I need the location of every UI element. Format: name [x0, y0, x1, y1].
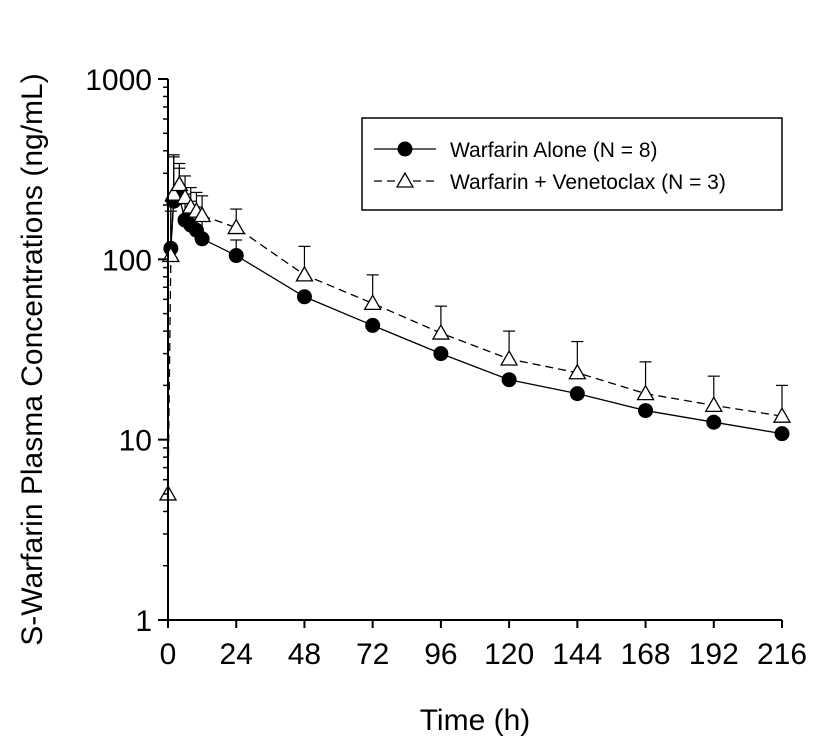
data-point	[499, 349, 519, 366]
data-point	[433, 346, 449, 362]
y-axis-title: S-Warfarin Plasma Concentrations (ng/mL)	[16, 73, 49, 645]
legend-box	[361, 117, 783, 211]
data-point	[363, 294, 382, 311]
x-tick-label: 216	[757, 638, 807, 671]
x-tick-label: 0	[160, 638, 177, 671]
data-point	[365, 317, 381, 333]
data-point	[774, 426, 790, 442]
data-point	[228, 248, 244, 264]
data-point	[501, 372, 517, 388]
data-point	[192, 206, 212, 223]
x-tick-label: 72	[356, 638, 389, 671]
data-point	[569, 386, 585, 402]
legend: Warfarin Alone (N = 8) Warfarin + Venetoc…	[361, 117, 783, 211]
x-tick-label: 192	[689, 638, 739, 671]
y-tick-label: 1000	[85, 64, 152, 97]
data-point	[706, 414, 722, 430]
data-point	[568, 363, 587, 380]
series-2	[158, 156, 792, 501]
series-line	[170, 196, 783, 435]
legend-label: Warfarin Alone (N = 8)	[450, 139, 658, 162]
x-tick-label: 96	[424, 638, 457, 671]
x-tick-label: 48	[288, 638, 321, 671]
ticks: 0 24 48 72 96 120 144 168 192 216 1 10 100 1000	[85, 64, 807, 671]
x-tick-label: 24	[220, 638, 253, 671]
data-point	[227, 218, 246, 235]
data-point	[431, 323, 451, 340]
data-point	[194, 231, 210, 247]
series-layer	[158, 154, 792, 501]
x-tick-label: 168	[621, 638, 671, 671]
legend-marker	[397, 141, 413, 157]
data-point	[295, 265, 314, 282]
data-point	[772, 406, 792, 423]
series-line	[167, 183, 783, 494]
x-axis-title: Time (h)	[420, 704, 531, 737]
legend-marker	[395, 171, 415, 188]
data-point	[296, 289, 312, 305]
data-point	[161, 246, 180, 263]
y-tick-label: 10	[119, 425, 152, 458]
data-point	[164, 184, 183, 201]
data-point	[175, 188, 195, 205]
y-tick-label: 100	[102, 244, 152, 277]
data-point	[636, 384, 655, 401]
x-tick-label: 144	[552, 638, 602, 671]
data-point	[704, 396, 723, 412]
y-tick-label: 1	[135, 605, 152, 638]
axes	[167, 79, 782, 621]
data-point	[170, 175, 189, 192]
x-tick-label: 120	[484, 638, 534, 671]
data-point	[638, 403, 654, 419]
legend-label: Warfarin + Venetoclax (N = 3)	[450, 171, 726, 194]
